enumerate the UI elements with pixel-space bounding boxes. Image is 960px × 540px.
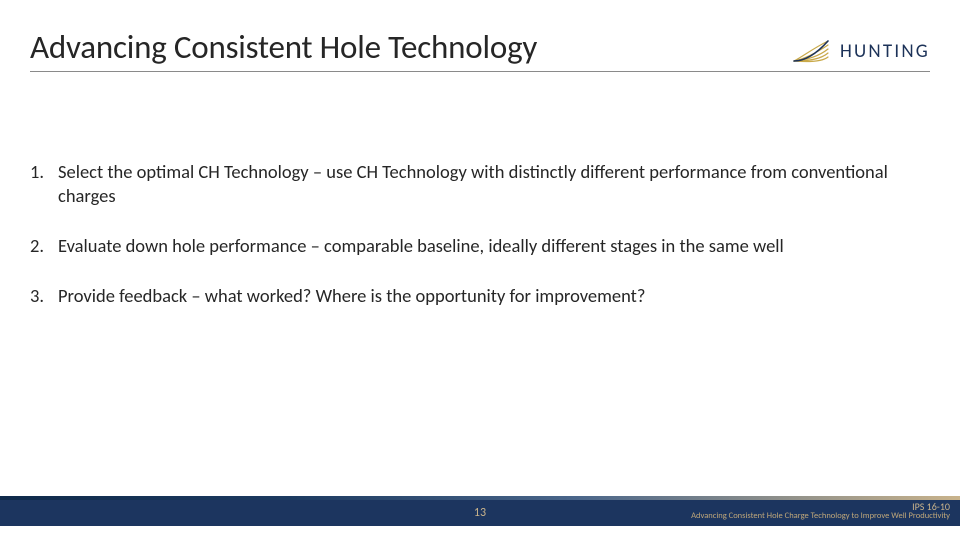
list-number: 1. bbox=[30, 160, 58, 208]
list-text: Select the optimal CH Technology – use C… bbox=[58, 160, 930, 208]
brand-logo: HUNTING bbox=[790, 37, 930, 67]
list-item: 1. Select the optimal CH Technology – us… bbox=[30, 160, 930, 208]
slide: Advancing Consistent Hole Technology HUN… bbox=[0, 0, 960, 540]
list-text: Provide feedback – what worked? Where is… bbox=[58, 284, 645, 308]
list-number: 3. bbox=[30, 284, 58, 308]
list-item: 3. Provide feedback – what worked? Where… bbox=[30, 284, 930, 308]
footer-right-block: IPS 16-10 Advancing Consistent Hole Char… bbox=[691, 500, 950, 526]
bullet-list: 1. Select the optimal CH Technology – us… bbox=[30, 160, 930, 334]
brand-name: HUNTING bbox=[840, 40, 930, 63]
footer: 13 IPS 16-10 Advancing Consistent Hole C… bbox=[0, 496, 960, 526]
feather-icon bbox=[790, 37, 832, 65]
list-text: Evaluate down hole performance – compara… bbox=[58, 234, 784, 258]
footer-caption: Advancing Consistent Hole Charge Technol… bbox=[691, 512, 950, 521]
list-item: 2. Evaluate down hole performance – comp… bbox=[30, 234, 930, 258]
header: Advancing Consistent Hole Technology HUN… bbox=[30, 22, 930, 72]
slide-title: Advancing Consistent Hole Technology bbox=[30, 27, 537, 67]
list-number: 2. bbox=[30, 234, 58, 258]
